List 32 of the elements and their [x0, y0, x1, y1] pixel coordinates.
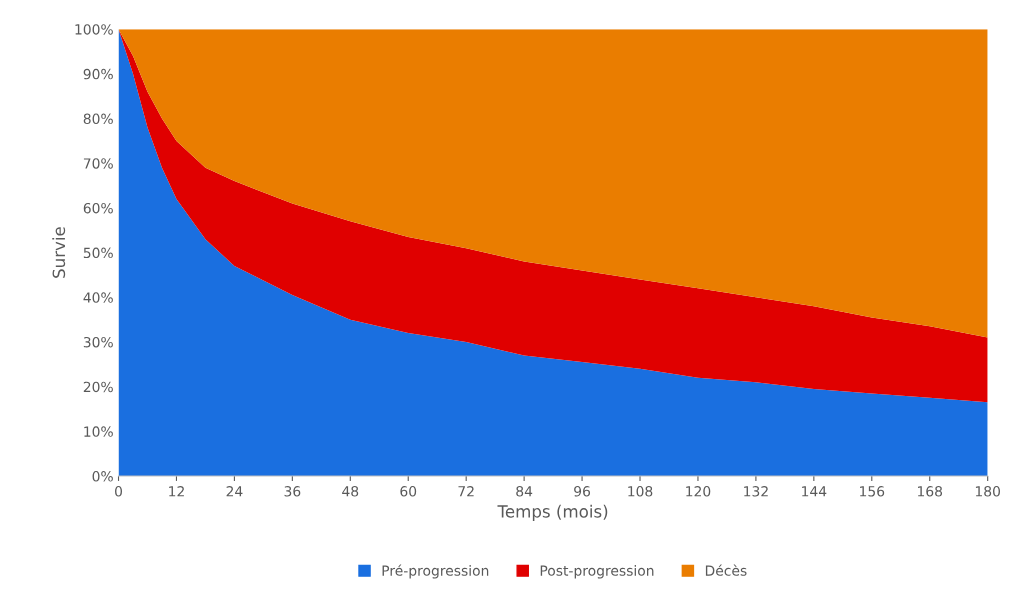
y-tick-label: 70% [83, 158, 113, 169]
y-tick-label: 50% [83, 247, 113, 259]
x-tick-label: 24 [226, 486, 243, 497]
y-tick-label: 100% [75, 24, 113, 35]
legend-label: Pré-progression [382, 564, 489, 579]
x-tick-label: 168 [918, 486, 943, 497]
x-tick-label: 132 [744, 486, 768, 497]
y-tick-label: 10% [84, 426, 113, 437]
y-tick-label: 30% [83, 336, 113, 348]
x-tick-label: 12 [169, 486, 184, 497]
x-tick-label: 144 [802, 486, 827, 497]
y-tick-label: 60% [83, 202, 113, 214]
x-tick-label: 48 [342, 486, 359, 497]
x-tick-label: 96 [574, 486, 591, 497]
x-tick-label: 60 [400, 486, 417, 497]
x-tick-label: 36 [284, 486, 301, 497]
y-tick-label: 20% [83, 381, 113, 393]
x-tick-label: 84 [516, 486, 533, 497]
x-tick-label: 108 [628, 486, 653, 497]
legend-label: Post-progression [540, 565, 654, 579]
x-tick-label: 72 [458, 486, 474, 497]
x-axis-title: Temps (mois) [497, 504, 608, 521]
y-tick-label: 0% [92, 471, 113, 482]
y-tick-label: 80% [83, 113, 113, 125]
x-tick-label: 0 [115, 486, 123, 497]
x-tick-label: 180 [975, 486, 1001, 497]
x-tick-label: 120 [686, 486, 711, 497]
legend-label: Décès [705, 564, 747, 576]
y-tick-label: 90% [83, 68, 113, 80]
y-axis-title: Survie [52, 227, 66, 278]
y-tick-label: 40% [83, 292, 113, 303]
x-tick-label: 156 [860, 486, 885, 497]
